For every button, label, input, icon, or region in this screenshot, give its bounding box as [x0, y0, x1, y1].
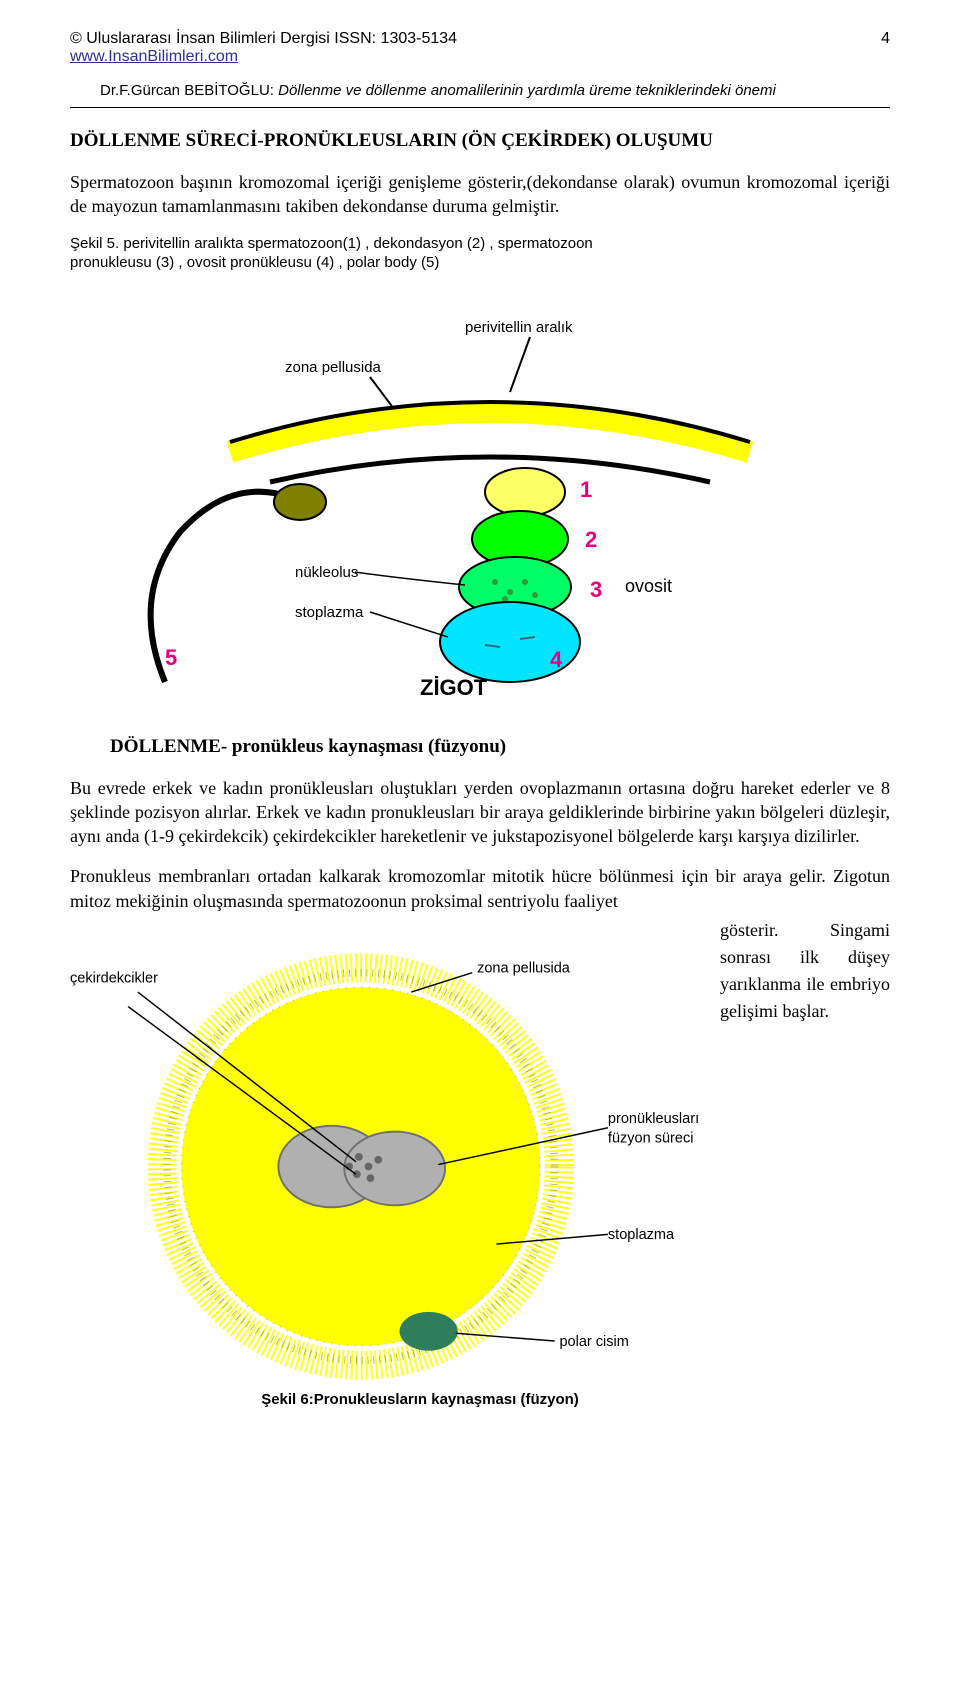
fig5-label-zigot: ZİGOT — [420, 675, 488, 697]
fig6-label-pronukleus2: füzyon süreci — [608, 1130, 694, 1146]
fig5-label-nukleolus: nükleolus — [295, 564, 358, 581]
fig6-label-polar: polar cisim — [559, 1334, 628, 1350]
section2-para1: Bu evrede erkek ve kadın pronükleusları … — [70, 776, 890, 849]
fig5-label-ovosit: ovosit — [625, 576, 672, 596]
page-number: 4 — [881, 30, 890, 48]
section1-paragraph: Spermatozoon başının kromozomal içeriği … — [70, 170, 890, 219]
figure5-caption-line1: Şekil 5. perivitellin aralıkta spermatoz… — [70, 235, 890, 252]
header-divider — [70, 107, 890, 108]
fig5-num-3: 3 — [590, 577, 602, 602]
fig5-label-stoplazma: stoplazma — [295, 604, 364, 621]
fig5-num-2: 2 — [585, 527, 597, 552]
fig5-num-1: 1 — [580, 477, 592, 502]
article-title: Döllenme ve döllenme anomalilerinin yard… — [278, 82, 776, 99]
fig6-label-cekirdekcikler: çekirdekcikler — [70, 970, 158, 986]
section2-para2-start: Pronukleus membranları ortadan kalkarak … — [70, 864, 890, 913]
figure6-caption: Şekil 6:Pronukleusların kaynaşması (füzy… — [0, 1391, 890, 1408]
fig5-num-4: 4 — [550, 647, 563, 672]
figure6-svg: çekirdekcikler zona pellusida pronükleus… — [70, 917, 700, 1387]
fig5-label-perivitellin: perivitellin aralık — [465, 319, 573, 336]
fig5-label-zona: zona pellusida — [285, 359, 382, 376]
figure5-caption-line2: pronukleusu (3) , ovosit pronükleusu (4)… — [70, 254, 890, 271]
section2-title: DÖLLENME- pronükleus kaynaşması (füzyonu… — [70, 736, 890, 758]
journal-name: © Uluslararası İnsan Bilimleri Dergisi I… — [70, 30, 457, 48]
figure5-svg: perivitellin aralık zona pellusida nükle… — [70, 277, 890, 697]
journal-link[interactable]: www.InsanBilimleri.com — [70, 48, 238, 65]
author-line: Dr.F.Gürcan BEBİTOĞLU: Döllenme ve dölle… — [70, 82, 890, 99]
fig6-label-pronukleus1: pronükleusların — [608, 1111, 700, 1127]
fig6-label-stoplazma: stoplazma — [608, 1227, 675, 1243]
section2-para2-side: gösterir. Singami sonrası ilk düşey yarı… — [720, 917, 890, 1025]
fig6-label-zona: zona pellusida — [477, 961, 571, 977]
section1-title: DÖLLENME SÜRECİ-PRONÜKLEUSLARIN (ÖN ÇEKİ… — [70, 130, 890, 152]
author-name: Dr.F.Gürcan BEBİTOĞLU: — [100, 82, 274, 99]
fig5-num-5: 5 — [165, 645, 177, 670]
